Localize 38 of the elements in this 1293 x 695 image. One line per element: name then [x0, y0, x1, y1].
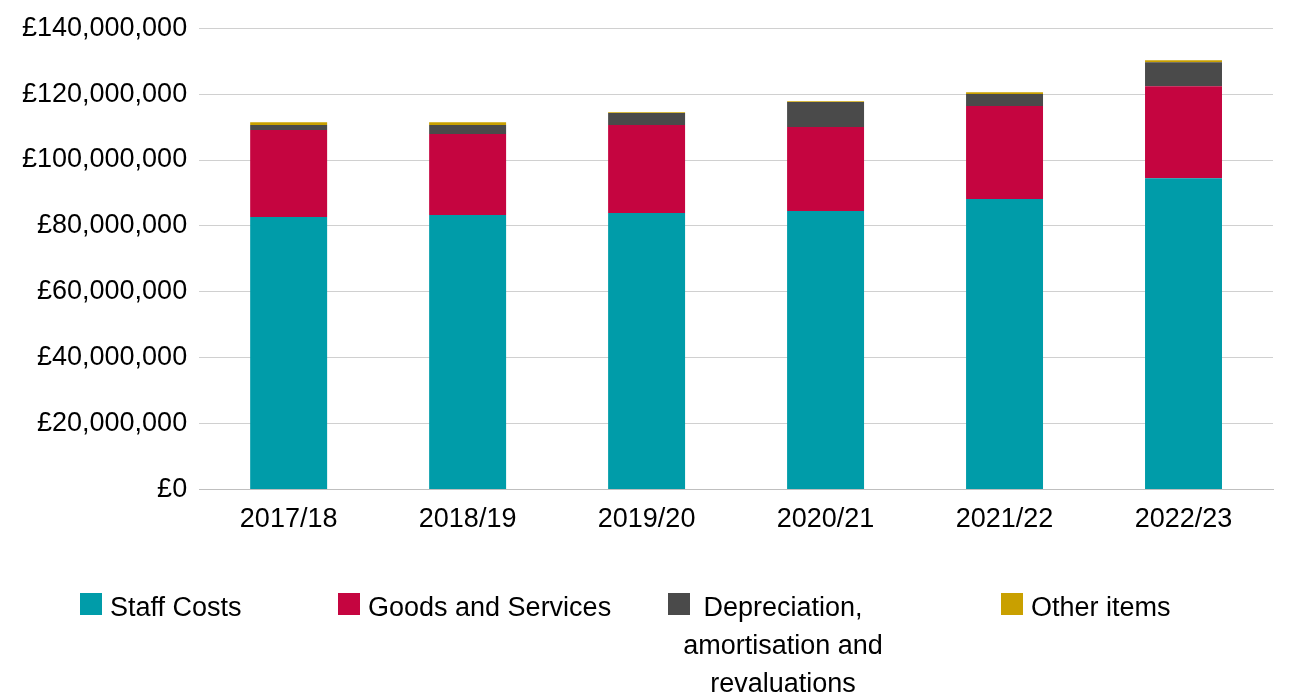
bar [429, 122, 507, 126]
x-tick-label: 2017/18 [239, 503, 338, 534]
y-tick-label: £60,000,000 [37, 275, 188, 306]
bar [608, 213, 686, 490]
bar [966, 94, 1044, 106]
bar [250, 130, 328, 218]
legend-label: Other items [1031, 591, 1171, 624]
x-tick-label: 2020/21 [776, 503, 875, 534]
bar [787, 127, 865, 212]
bar [966, 105, 1044, 199]
bar [1145, 178, 1222, 490]
x-tick-label: 2022/23 [1134, 503, 1233, 534]
y-tick-label: £20,000,000 [37, 407, 188, 438]
x-tick-label: 2018/19 [418, 503, 517, 534]
bar [250, 122, 328, 126]
legend-label: Goods and Services [368, 591, 612, 624]
bar [787, 102, 865, 128]
bar [1145, 86, 1222, 179]
y-tick-label: £80,000,000 [37, 209, 188, 240]
bar [966, 198, 1044, 490]
legend-label: Staff Costs [110, 591, 242, 624]
bar [1145, 62, 1222, 87]
bar [608, 112, 686, 126]
bar [250, 125, 328, 131]
y-tick-label: £40,000,000 [37, 341, 188, 372]
y-tick-label: £100,000,000 [21, 143, 188, 174]
bar [250, 217, 328, 490]
x-tick-label: 2019/20 [597, 503, 696, 534]
bar [608, 125, 686, 214]
y-tick-label: £140,000,000 [21, 11, 188, 42]
legend-label: Depreciation, amortisation and revaluations [682, 591, 884, 695]
x-tick-label: 2021/22 [955, 503, 1054, 534]
bar [429, 125, 507, 134]
bar [787, 211, 865, 490]
bar [429, 215, 507, 490]
y-tick-label: £120,000,000 [21, 77, 188, 108]
y-tick-label: £0 [157, 473, 188, 504]
bar [429, 133, 507, 216]
